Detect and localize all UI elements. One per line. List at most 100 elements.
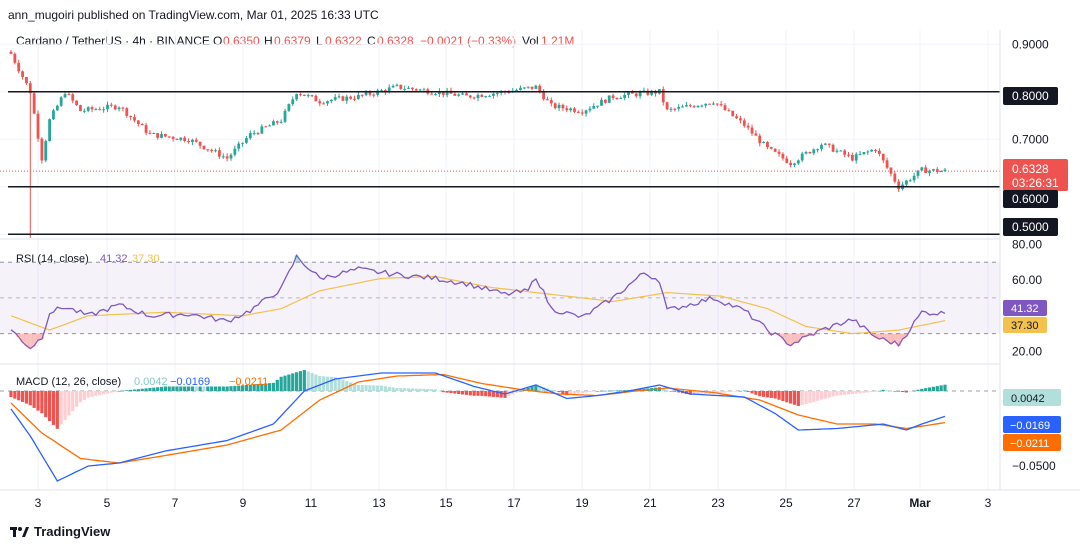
macd-line-tag-value: −0.0169 bbox=[1010, 420, 1050, 432]
candle-body bbox=[445, 90, 449, 95]
close-value: 0.6328 bbox=[377, 34, 414, 48]
macd-histogram-bar bbox=[704, 391, 708, 395]
x-tick-label: 27 bbox=[847, 496, 861, 510]
candle-body bbox=[576, 111, 580, 113]
open-value: 0.6350 bbox=[223, 34, 260, 48]
candle-body bbox=[106, 104, 109, 110]
macd-histogram-bar bbox=[159, 386, 164, 391]
macd-histogram-bar bbox=[762, 391, 766, 397]
x-tick-label: 17 bbox=[507, 496, 521, 510]
candle-body bbox=[661, 89, 665, 103]
macd-histogram-bar bbox=[534, 384, 538, 391]
candle-body bbox=[399, 84, 403, 89]
candle-body bbox=[237, 143, 241, 149]
macd-histogram-bar bbox=[665, 390, 669, 391]
candle-body bbox=[553, 103, 557, 109]
macd-histogram-bar bbox=[460, 391, 465, 395]
macd-histogram-bar bbox=[677, 391, 681, 393]
macd-histogram-bar bbox=[588, 391, 592, 393]
candle-body bbox=[129, 115, 133, 118]
macd-histogram-bar bbox=[920, 388, 924, 391]
macd-histogram-bar bbox=[835, 391, 839, 396]
candle-body bbox=[187, 141, 190, 143]
candle-body bbox=[472, 97, 476, 99]
macd-histogram-bar bbox=[572, 391, 577, 395]
candle-body bbox=[634, 93, 638, 97]
candle-body bbox=[225, 156, 229, 159]
candle-body bbox=[102, 109, 106, 111]
macd-signal-line bbox=[10, 373, 946, 464]
macd-histogram-bar bbox=[418, 388, 422, 391]
macd-histogram-bar bbox=[472, 391, 476, 396]
candle-body bbox=[816, 149, 820, 151]
macd-histogram-bar bbox=[769, 391, 773, 398]
macd-histogram-bar bbox=[414, 388, 418, 391]
macd-histogram-bar bbox=[453, 391, 457, 394]
macd-histogram-bar bbox=[175, 386, 179, 391]
rsi-pane bbox=[0, 253, 1000, 350]
macd-histogram-bar bbox=[939, 385, 943, 391]
macd-histogram-bar bbox=[136, 389, 140, 391]
macd-histogram-bar bbox=[754, 391, 758, 395]
macd-histogram-bar bbox=[839, 391, 843, 396]
macd-line bbox=[10, 372, 946, 482]
candle-body bbox=[669, 108, 673, 110]
macd-histogram-bar bbox=[584, 391, 588, 393]
trading-chart[interactable]: ann_mugoiri published on TradingView.com… bbox=[0, 0, 1080, 520]
macd-histogram-bar bbox=[383, 386, 387, 391]
candle-body bbox=[530, 86, 534, 89]
macd-histogram-bar bbox=[796, 391, 800, 406]
candle-body bbox=[831, 144, 835, 152]
macd-histogram-bar bbox=[935, 386, 939, 391]
candle-body bbox=[156, 133, 160, 138]
macd-histogram-bar bbox=[437, 390, 442, 392]
macd-histogram-bar bbox=[514, 391, 519, 393]
macd-histogram-bar bbox=[615, 390, 619, 392]
candle-body bbox=[252, 133, 256, 135]
macd-histogram-bar bbox=[32, 391, 36, 408]
macd-histogram-bar bbox=[368, 385, 372, 391]
candle-body bbox=[569, 108, 573, 111]
level-tag-0.5: 0.5000 bbox=[1003, 218, 1058, 236]
last-price-value: 0.6328 bbox=[1012, 162, 1049, 176]
candle-body bbox=[148, 132, 152, 134]
candle-body bbox=[438, 91, 441, 95]
macd-histogram-bar bbox=[221, 386, 225, 391]
macd-histogram-bar bbox=[866, 391, 870, 393]
tradingview-logo-icon bbox=[10, 526, 29, 537]
macd-histogram-bar bbox=[731, 391, 735, 392]
candle-body bbox=[820, 144, 823, 150]
candle-body bbox=[17, 62, 21, 72]
tradingview-logo[interactable]: TradingView bbox=[10, 524, 110, 539]
candle-body bbox=[407, 87, 410, 89]
candle-body bbox=[44, 141, 48, 161]
candle-body bbox=[9, 51, 13, 54]
macd-histogram-bar bbox=[325, 376, 330, 391]
macd-histogram-bar bbox=[337, 378, 341, 391]
macd-histogram-bar bbox=[804, 391, 808, 404]
candle-body bbox=[893, 173, 897, 182]
macd-histogram-bar bbox=[692, 391, 696, 395]
macd-histogram-bar bbox=[916, 389, 920, 391]
candle-body bbox=[468, 95, 472, 98]
macd-histogram-bar bbox=[758, 391, 762, 397]
candle-body bbox=[82, 110, 86, 112]
candle-body bbox=[163, 134, 167, 137]
macd-histogram-bar bbox=[943, 384, 947, 391]
candle-body bbox=[932, 169, 935, 171]
candle-body bbox=[140, 123, 144, 126]
candle-body bbox=[28, 83, 32, 94]
candle-body bbox=[117, 107, 121, 110]
macd-histogram-bar bbox=[132, 389, 137, 391]
macd-histogram-bar bbox=[819, 391, 824, 400]
macd-histogram-bar bbox=[71, 391, 75, 412]
macd-histogram-bar bbox=[530, 386, 534, 391]
candle-body bbox=[573, 108, 576, 112]
macd-histogram-bar bbox=[190, 386, 194, 391]
candle-body bbox=[214, 150, 217, 152]
macd-histogram-bar bbox=[927, 387, 932, 391]
macd-histogram-bar bbox=[20, 391, 25, 402]
macd-histogram-bar bbox=[28, 391, 32, 406]
macd-histogram-bar bbox=[229, 386, 233, 391]
